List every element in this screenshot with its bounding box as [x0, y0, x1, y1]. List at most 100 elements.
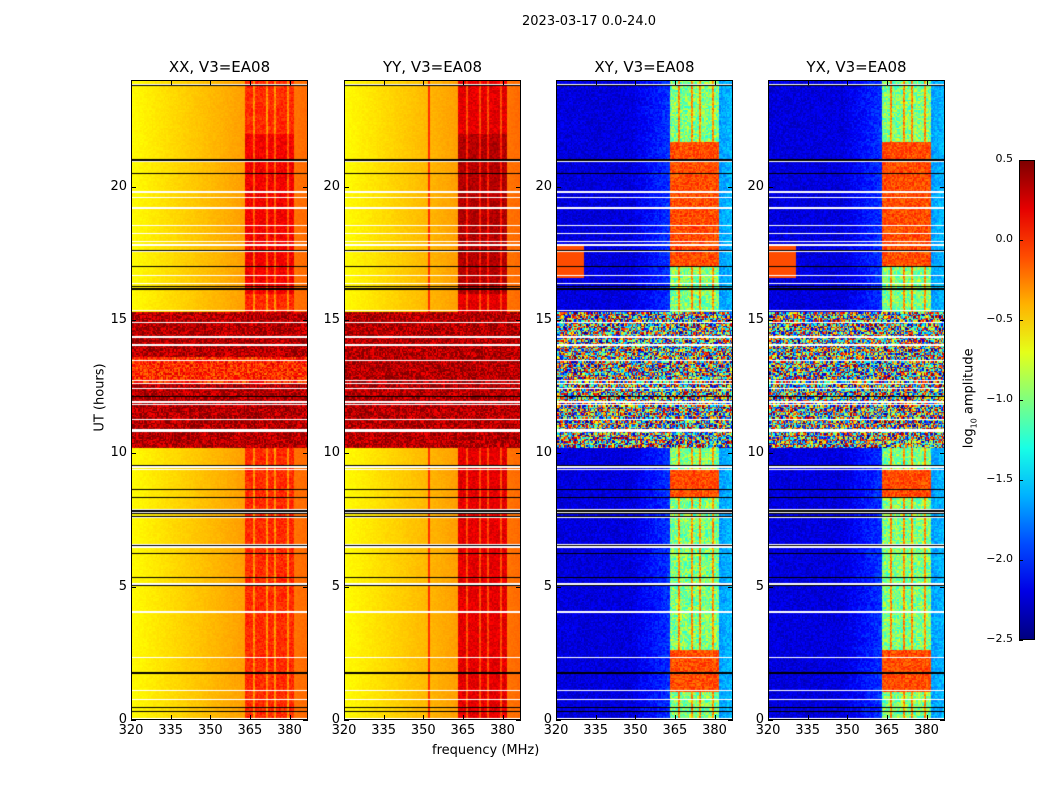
y-tick — [556, 186, 561, 188]
y-tick — [303, 320, 308, 321]
colorbar-tick — [1019, 480, 1023, 481]
heatmap-yy — [345, 81, 520, 719]
y-tick — [728, 453, 733, 455]
x-tick-label: 380 — [490, 723, 515, 738]
y-tick — [344, 586, 349, 588]
heatmap-panel-yy — [344, 80, 521, 720]
y-tick — [556, 320, 561, 321]
x-axis-label: frequency (MHz) — [432, 743, 540, 758]
y-tick-label: 10 — [535, 445, 552, 461]
y-axis-label: UT (hours) — [92, 363, 108, 432]
y-tick — [131, 320, 136, 321]
y-tick — [556, 453, 561, 455]
y-tick-label: 15 — [323, 312, 340, 327]
y-tick — [728, 720, 733, 721]
x-tick — [289, 80, 291, 85]
x-tick — [674, 80, 676, 85]
x-tick — [289, 715, 291, 720]
panel-title-xx: XX, V3=EA08 — [168, 58, 271, 76]
x-tick — [635, 715, 637, 720]
y-tick-label: 5 — [543, 578, 552, 594]
y-tick — [303, 186, 308, 188]
x-tick-label: 320 — [543, 723, 569, 738]
colorbar-tick-label: 0.0 — [995, 232, 1014, 245]
colorbar-tick-label: −1.0 — [986, 392, 1013, 405]
x-tick — [886, 80, 888, 85]
heatmap-panel-xx — [131, 80, 308, 720]
x-tick — [249, 715, 251, 720]
y-tick — [940, 186, 945, 188]
y-tick-label: 20 — [323, 178, 340, 194]
colorbar-tick-label: 0.5 — [995, 152, 1014, 165]
heatmap-yx — [769, 81, 944, 719]
y-tick — [516, 320, 521, 321]
x-tick — [714, 80, 716, 85]
y-tick — [768, 453, 773, 455]
colorbar-tick-label: −0.5 — [986, 312, 1013, 325]
y-tick — [940, 586, 945, 588]
x-tick-label: 320 — [118, 723, 144, 738]
x-tick — [462, 715, 464, 720]
x-tick-label: 380 — [914, 723, 939, 738]
y-tick — [131, 453, 136, 455]
x-tick-label: 350 — [197, 723, 223, 738]
y-tick — [940, 320, 945, 321]
x-tick — [556, 715, 557, 720]
x-tick — [170, 80, 172, 85]
x-tick-label: 335 — [158, 723, 184, 738]
x-tick — [344, 80, 345, 85]
panel-title-xy: XY, V3=EA08 — [594, 58, 695, 76]
y-tick-label: 5 — [118, 578, 127, 594]
y-tick-label: 10 — [323, 445, 340, 461]
x-tick — [807, 80, 809, 85]
x-tick — [768, 715, 769, 720]
colorbar-tick — [1019, 640, 1023, 641]
x-tick-label: 335 — [795, 723, 821, 738]
colorbar-tick — [1019, 160, 1023, 161]
colorbar-tick — [1019, 240, 1023, 241]
x-tick — [674, 715, 676, 720]
y-tick — [728, 186, 733, 188]
x-tick-label: 365 — [874, 723, 900, 738]
panel-title-yx: YX, V3=EA08 — [806, 58, 907, 76]
x-tick — [768, 80, 769, 85]
x-tick — [502, 715, 504, 720]
x-tick — [847, 80, 849, 85]
colorbar-tick-label: −2.5 — [986, 632, 1013, 645]
x-tick — [886, 715, 888, 720]
x-tick — [423, 80, 425, 85]
y-tick — [344, 320, 349, 321]
y-tick — [303, 586, 308, 588]
heatmap-xy — [557, 81, 732, 719]
y-tick-label: 15 — [110, 312, 127, 327]
y-tick — [516, 586, 521, 588]
x-tick — [595, 80, 597, 85]
x-tick — [502, 80, 504, 85]
y-tick-label: 5 — [755, 578, 764, 594]
x-tick — [807, 715, 809, 720]
y-tick — [728, 586, 733, 588]
colorbar-tick — [1019, 400, 1023, 401]
y-tick-label: 0 — [118, 712, 127, 727]
x-tick — [714, 715, 716, 720]
y-tick — [303, 720, 308, 721]
x-tick — [847, 715, 849, 720]
y-tick — [768, 186, 773, 188]
x-tick-label: 365 — [450, 723, 476, 738]
panel-title-yy: YY, V3=EA08 — [382, 58, 483, 76]
heatmap-panel-xy — [556, 80, 733, 720]
y-tick — [556, 720, 561, 721]
x-tick-label: 350 — [410, 723, 436, 738]
x-tick-label: 350 — [834, 723, 860, 738]
y-tick — [728, 320, 733, 321]
x-tick-label: 365 — [662, 723, 688, 738]
colorbar-tick — [1019, 560, 1023, 561]
y-tick — [516, 453, 521, 455]
x-tick — [383, 715, 385, 720]
heatmap-panel-yx — [768, 80, 945, 720]
y-tick — [303, 453, 308, 455]
colorbar-tick-label: −2.0 — [986, 552, 1013, 565]
x-tick — [595, 715, 597, 720]
x-tick — [635, 80, 637, 85]
